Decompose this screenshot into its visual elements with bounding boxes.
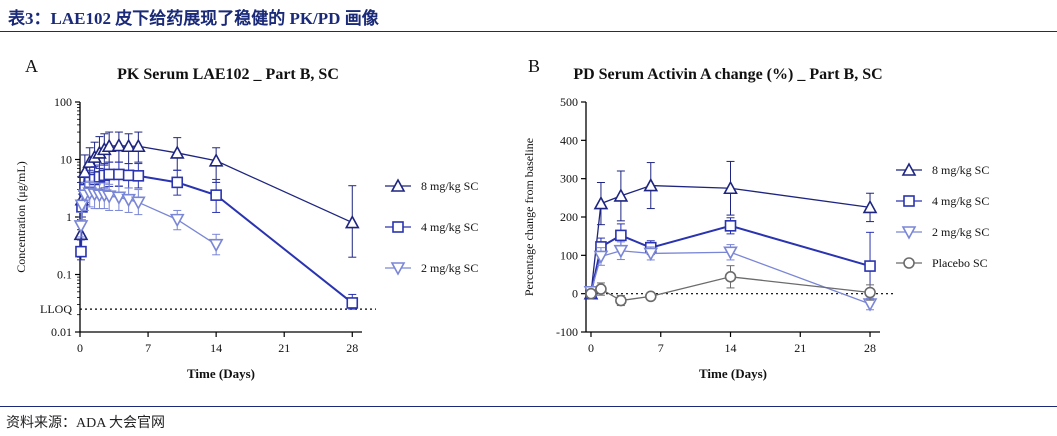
- chart-b-panel-label: B: [528, 56, 540, 76]
- chart-b-title: PD Serum Activin A change (%) _ Part B, …: [573, 66, 882, 83]
- chart-a-ytick-label: 0.01: [51, 325, 72, 339]
- chart-a-series-8-mg-kg-sc-point: [130, 138, 146, 153]
- chart-b-ytick-label: 500: [560, 95, 578, 109]
- chart-a-xtick-label: 28: [346, 341, 358, 355]
- chart-b-xtick-label: 14: [725, 341, 737, 355]
- chart-a-series-8-mg-kg-sc-point: [121, 138, 136, 153]
- chart-b-series-placebo-sc-point: [615, 294, 627, 307]
- chart-b-series-placebo-sc-point: [595, 283, 607, 295]
- chart-a-series-2-mg-kg-sc-line: [80, 192, 217, 246]
- chart-a-legend-label: 4 mg/kg SC: [421, 220, 478, 234]
- chart-b-series-8-mg-kg-sc-point: [613, 188, 629, 202]
- chart-b-ytick-label: 400: [560, 133, 578, 147]
- chart-a-ytick-label: 1: [66, 210, 72, 224]
- chart-b-legend-marker: [903, 257, 915, 269]
- chart-a-legend-marker: [390, 178, 406, 192]
- chart-b-series-2-mg-kg-sc-point: [643, 247, 659, 262]
- chart-a-reference-label: LLOQ: [40, 302, 72, 316]
- chart-a-series-8-mg-kg-sc-point: [208, 153, 224, 167]
- chart-b-xtick-label: 7: [658, 341, 664, 355]
- chart-b-series-8-mg-kg-sc-line: [590, 184, 871, 294]
- chart-a-series-4-mg-kg-sc-point: [132, 170, 145, 182]
- chart-b-series-2-mg-kg-sc-point: [593, 250, 609, 265]
- chart-b-series-8-mg-kg-sc-point: [723, 180, 738, 195]
- chart-b-series-8-mg-kg-sc: [583, 160, 878, 300]
- chart-b-legend-label: Placebo SC: [932, 256, 988, 270]
- source-note: 资料来源：ADA 大会官网: [6, 416, 166, 431]
- figure-canvas: A PK Serum LAE102 _ Part B, SC 0.01 0.1 1 10 1…: [14, 56, 989, 381]
- chart-a-series-8-mg-kg-sc-point: [101, 138, 117, 153]
- chart-a-ytick-label: 10: [60, 153, 72, 167]
- chart-a-legend-label: 2 mg/kg SC: [421, 261, 478, 275]
- footer-rule: [0, 406, 1057, 407]
- chart-b-ytick-label: 200: [560, 210, 578, 224]
- chart-b-xtick-label: 28: [864, 341, 876, 355]
- chart-a-series-4-mg-kg-sc-point: [103, 168, 115, 181]
- chart-b-series-4-mg-kg-sc-point: [864, 260, 876, 272]
- chart-b-series-2-mg-kg-sc-point: [723, 246, 738, 260]
- chart-a-legend-marker: [392, 221, 404, 233]
- chart-b-xtick-label: 0: [588, 341, 594, 355]
- chart-a-series-8-mg-kg-sc-point: [111, 137, 127, 152]
- chart-b-ytick-label: -100: [556, 325, 578, 339]
- chart-a-xtick-label: 21: [278, 341, 290, 355]
- chart-b-series-4-mg-kg-sc-point: [615, 229, 627, 242]
- chart-b-series-8-mg-kg-sc-point: [593, 195, 609, 210]
- chart-a-series-4-mg-kg-sc-point: [346, 297, 359, 309]
- chart-a-series-2-mg-kg-sc-point: [73, 220, 89, 234]
- chart-b-series-8-mg-kg-sc-point: [643, 177, 659, 192]
- title-rule: [0, 31, 1057, 32]
- chart-a-panel-label: A: [25, 56, 38, 76]
- chart-a-series-2-mg-kg-sc: [73, 180, 224, 256]
- chart-a-legend-marker: [390, 262, 406, 276]
- chart-b-series-4-mg-kg-sc-point: [724, 220, 737, 232]
- chart-a-series-4-mg-kg-sc-point: [113, 168, 125, 181]
- chart-b-series-placebo-sc-point: [724, 270, 737, 283]
- figure-title: 表3：LAE102 皮下给药展现了稳健的 PK/PD 画像: [8, 9, 379, 28]
- chart-b-series-placebo-sc-point: [864, 286, 876, 299]
- chart-a-ytick-label: 100: [54, 95, 72, 109]
- chart-a-series-4-mg-kg-sc-point: [171, 176, 184, 189]
- chart-a-ytick-label: 0.1: [57, 268, 72, 282]
- chart-b-series-8-mg-kg-sc-point: [862, 199, 878, 214]
- chart-a-series-2-mg-kg-sc-point: [101, 190, 117, 204]
- chart-a-series-2-mg-kg-sc-point: [74, 199, 90, 213]
- chart-a-legend-label: 8 mg/kg SC: [421, 179, 478, 193]
- chart-b-legend-label: 8 mg/kg SC: [932, 163, 989, 177]
- chart-b-y-label: Percentage change from baseline: [522, 138, 536, 296]
- chart-a-xtick-label: 0: [77, 341, 83, 355]
- chart-b-legend-marker: [901, 226, 917, 240]
- chart-a-series-4-mg-kg-sc-point: [210, 189, 222, 201]
- chart-b-series-placebo-sc-point: [644, 290, 657, 303]
- chart-b-x-label: Time (Days): [699, 366, 767, 381]
- chart-b-legend-marker: [901, 162, 917, 176]
- chart-b-ytick-label: 300: [560, 172, 578, 186]
- chart-a-title: PK Serum LAE102 _ Part B, SC: [117, 66, 339, 83]
- chart-a-series-8-mg-kg-sc-point: [169, 145, 185, 159]
- chart-b-ytick-label: 100: [560, 248, 578, 262]
- chart-a-x-label: Time (Days): [187, 366, 255, 381]
- chart-b-xtick-label: 21: [794, 341, 806, 355]
- chart-a-series-2-mg-kg-sc-point: [208, 238, 224, 253]
- chart-b-series-placebo-sc: [585, 265, 876, 307]
- chart-b-legend-label: 2 mg/kg SC: [932, 225, 989, 239]
- chart-a-series-2-mg-kg-sc-point: [130, 196, 146, 210]
- chart-b-ytick-label: 0: [572, 287, 578, 301]
- chart-a-xtick-label: 7: [145, 341, 151, 355]
- chart-b-series-placebo-sc-point: [585, 287, 597, 300]
- chart-a-series-4-mg-kg-sc-point: [75, 245, 87, 258]
- chart-b-series-2-mg-kg-sc-line: [590, 250, 871, 305]
- chart-a-series-2-mg-kg-sc-point: [111, 191, 127, 205]
- chart-a-xtick-label: 14: [210, 341, 222, 355]
- chart-b-series-2-mg-kg-sc-point: [613, 244, 629, 259]
- chart-b-legend-label: 4 mg/kg SC: [932, 194, 989, 208]
- chart-a-series-4-mg-kg-sc-point: [122, 169, 135, 182]
- chart-a-series-2-mg-kg-sc-point: [169, 213, 185, 228]
- chart-a-y-label: Concentration (μg/mL): [14, 161, 28, 272]
- chart-b-legend-marker: [903, 195, 915, 207]
- chart-a-series-8-mg-kg-sc-point: [344, 214, 360, 229]
